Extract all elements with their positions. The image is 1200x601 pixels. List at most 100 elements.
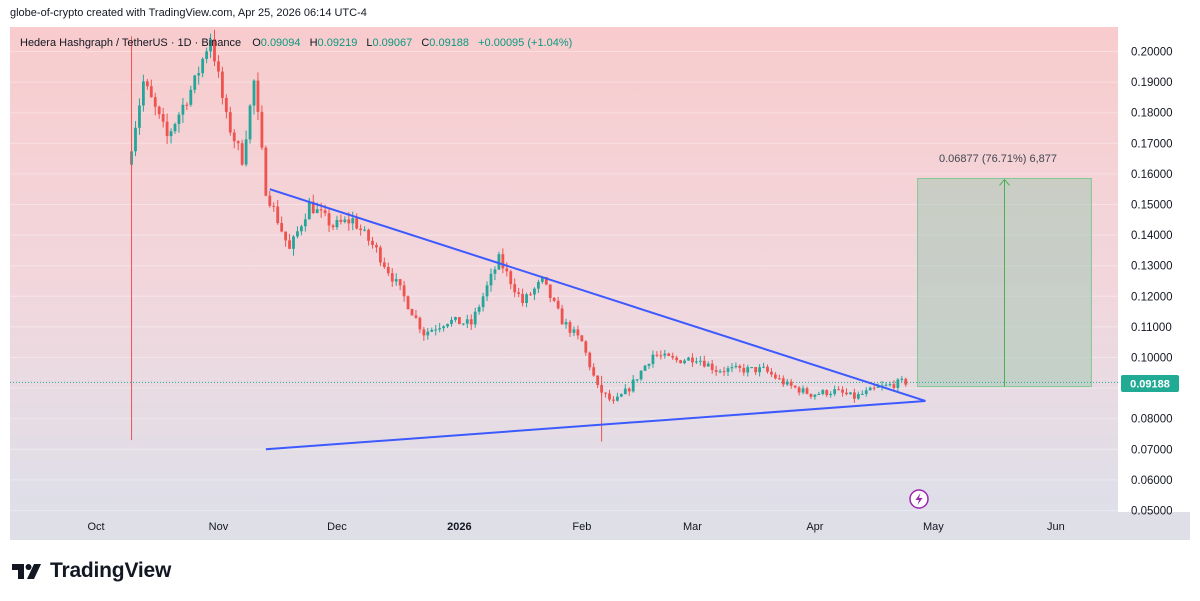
candle-body: [517, 292, 521, 294]
candle-body: [552, 297, 556, 301]
candle-body: [892, 384, 896, 388]
y-axis-panel[interactable]: [1118, 27, 1190, 512]
candle-body: [303, 219, 307, 227]
candle-body: [248, 105, 252, 140]
candle-body: [695, 361, 698, 363]
candle-body: [264, 147, 268, 196]
candle-body: [592, 367, 596, 376]
candle-body: [473, 311, 477, 325]
candle-body: [450, 319, 453, 324]
target-arrow-head: [999, 178, 1010, 186]
candle-body: [379, 247, 382, 263]
candle-body: [667, 353, 671, 356]
y-tick-label: 0.05000: [1131, 506, 1173, 518]
close-label: C: [421, 37, 429, 49]
candle-body: [481, 296, 485, 308]
candle-body: [777, 378, 781, 380]
candle-body: [572, 329, 576, 333]
candle-body: [616, 396, 619, 401]
candle-body: [853, 392, 856, 399]
current-price-label: 0.09188: [1130, 379, 1170, 391]
candle-body: [157, 106, 161, 115]
candle-body: [252, 80, 256, 106]
open-label: O: [252, 37, 261, 49]
candle-body: [774, 374, 777, 379]
low-label: L: [366, 37, 372, 49]
candle-body: [375, 245, 378, 248]
tradingview-logo: TradingView: [12, 559, 171, 583]
candle-body: [738, 365, 742, 368]
candle-body: [750, 367, 754, 369]
low-value: 0.09067: [373, 37, 413, 49]
candle-body: [335, 219, 339, 228]
candle-body: [414, 315, 418, 318]
candle-body: [410, 309, 414, 316]
candle-body: [793, 385, 797, 388]
candle-body: [868, 387, 872, 391]
candle-body: [659, 355, 663, 357]
change-value: +0.00095 (+1.04%): [478, 37, 572, 49]
candle-body: [165, 121, 169, 137]
candle-body: [149, 86, 153, 98]
candle-body: [161, 114, 165, 122]
candle-body: [584, 341, 588, 353]
candle-body: [232, 132, 236, 142]
x-tick-label: Oct: [87, 521, 104, 533]
candle-body: [687, 357, 690, 361]
candle-body: [833, 389, 837, 394]
candle-body: [540, 276, 544, 282]
candle-body: [675, 357, 679, 361]
candle-body: [884, 384, 888, 386]
candle-body: [726, 368, 730, 372]
candle-body: [635, 379, 639, 381]
candle-body: [142, 81, 145, 106]
y-tick-label: 0.19000: [1131, 77, 1173, 89]
candle-body: [153, 97, 157, 107]
candle-body: [497, 254, 501, 270]
y-tick-label: 0.17000: [1131, 138, 1173, 150]
candle-body: [612, 399, 615, 401]
candle-body: [766, 366, 769, 372]
candle-body: [371, 240, 374, 246]
candle-body: [426, 331, 430, 336]
candle-body: [288, 240, 291, 249]
trendlines[interactable]: [265, 188, 926, 451]
x-tick-label: Jun: [1047, 521, 1065, 533]
candle-body: [382, 262, 386, 267]
candle-body: [596, 375, 600, 385]
candle-body: [521, 293, 524, 303]
candle-body: [509, 271, 513, 285]
svg-text:Hedera Hashgraph / TetherUS ·: Hedera Hashgraph / TetherUS · 1D · Binan…: [20, 37, 572, 49]
candle-body: [351, 218, 355, 224]
candle-body: [292, 236, 295, 249]
x-axis-panel[interactable]: [10, 512, 1190, 540]
y-tick-label: 0.18000: [1131, 108, 1173, 120]
candle-body: [789, 381, 793, 386]
candle-body: [647, 363, 651, 366]
candle-body: [845, 392, 848, 395]
x-tick-label: Nov: [209, 521, 229, 533]
candle-body: [576, 329, 580, 336]
candle-body: [138, 105, 141, 128]
candle-body: [568, 322, 572, 333]
candle-body: [544, 276, 548, 285]
candle-body: [722, 371, 726, 373]
y-tick-label: 0.12000: [1131, 291, 1173, 303]
candle-body: [323, 210, 327, 214]
candle-body: [860, 393, 864, 395]
candle-body: [817, 393, 821, 395]
y-tick-label: 0.16000: [1131, 169, 1173, 181]
candle-body: [797, 387, 801, 393]
candle-body: [398, 279, 402, 286]
candle-body: [197, 73, 201, 76]
candle-body: [829, 393, 833, 396]
x-tick-label: Apr: [806, 521, 823, 533]
lightning-icon[interactable]: [909, 489, 929, 509]
candle-body: [422, 329, 426, 336]
candle-body: [864, 390, 868, 394]
candle-body: [683, 360, 686, 364]
candle-body: [284, 231, 287, 241]
candle-body: [442, 326, 445, 329]
y-tick-label: 0.14000: [1131, 230, 1173, 242]
